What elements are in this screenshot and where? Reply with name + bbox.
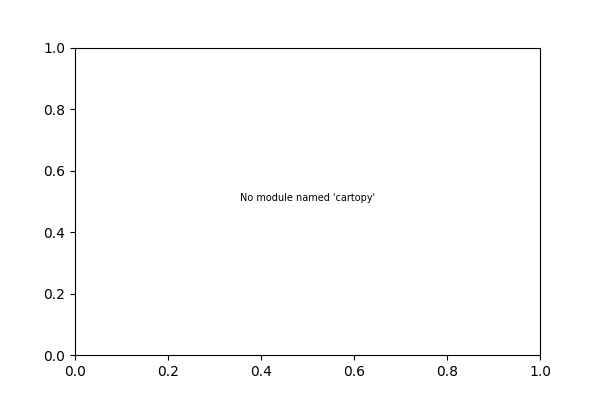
Text: No module named 'cartopy': No module named 'cartopy' — [240, 194, 375, 203]
